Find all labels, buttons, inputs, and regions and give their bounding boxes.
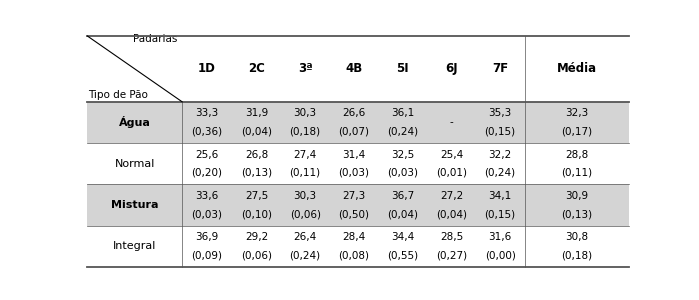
Text: 30,9: 30,9 <box>565 191 589 201</box>
Text: 32,5: 32,5 <box>391 150 415 160</box>
Text: Integral: Integral <box>113 242 157 251</box>
Text: 32,3: 32,3 <box>565 108 589 118</box>
Text: 6J: 6J <box>445 62 458 75</box>
Text: (0,50): (0,50) <box>338 209 369 219</box>
Text: Normal: Normal <box>115 159 155 169</box>
Text: (0,03): (0,03) <box>387 168 418 178</box>
Text: 30,8: 30,8 <box>565 232 589 242</box>
Text: 7F: 7F <box>492 62 508 75</box>
Text: 26,8: 26,8 <box>245 150 268 160</box>
Text: (0,07): (0,07) <box>338 127 369 136</box>
Text: 34,1: 34,1 <box>489 191 512 201</box>
Text: (0,18): (0,18) <box>561 250 592 260</box>
Text: Mistura: Mistura <box>111 200 159 210</box>
Text: 27,4: 27,4 <box>294 150 317 160</box>
Text: (0,11): (0,11) <box>561 168 592 178</box>
Text: (0,13): (0,13) <box>241 168 272 178</box>
Text: Padarias: Padarias <box>134 34 178 44</box>
Text: (0,10): (0,10) <box>241 209 272 219</box>
Text: 35,3: 35,3 <box>489 108 512 118</box>
Text: 25,4: 25,4 <box>440 150 463 160</box>
Text: (0,27): (0,27) <box>436 250 467 260</box>
Text: 33,3: 33,3 <box>196 108 219 118</box>
Text: 28,8: 28,8 <box>565 150 589 160</box>
Text: (0,03): (0,03) <box>338 168 369 178</box>
Text: Tipo de Pão: Tipo de Pão <box>89 89 148 100</box>
Text: (0,04): (0,04) <box>436 209 467 219</box>
Text: 31,6: 31,6 <box>489 232 512 242</box>
Text: -: - <box>449 118 453 128</box>
Text: 27,3: 27,3 <box>343 191 366 201</box>
Text: 30,3: 30,3 <box>294 191 317 201</box>
Text: (0,06): (0,06) <box>289 209 321 219</box>
Text: 5I: 5I <box>396 62 409 75</box>
Text: 36,7: 36,7 <box>391 191 415 201</box>
Text: (0,20): (0,20) <box>192 168 222 178</box>
Text: 3ª: 3ª <box>298 62 312 75</box>
Text: 28,5: 28,5 <box>440 232 463 242</box>
Text: (0,13): (0,13) <box>561 209 592 219</box>
Text: (0,06): (0,06) <box>241 250 272 260</box>
Text: 1D: 1D <box>198 62 216 75</box>
Text: 27,5: 27,5 <box>245 191 268 201</box>
Text: (0,55): (0,55) <box>387 250 418 260</box>
Text: 25,6: 25,6 <box>196 150 219 160</box>
Text: (0,24): (0,24) <box>387 127 418 136</box>
Text: (0,04): (0,04) <box>241 127 272 136</box>
Text: 4B: 4B <box>345 62 363 75</box>
Text: Água: Água <box>119 116 151 128</box>
Text: (0,24): (0,24) <box>484 168 516 178</box>
Text: 31,9: 31,9 <box>245 108 268 118</box>
Text: (0,08): (0,08) <box>338 250 369 260</box>
Text: 26,6: 26,6 <box>343 108 366 118</box>
Text: Média: Média <box>557 62 597 75</box>
Text: 30,3: 30,3 <box>294 108 317 118</box>
Text: (0,01): (0,01) <box>436 168 467 178</box>
Text: 2C: 2C <box>248 62 265 75</box>
Text: 33,6: 33,6 <box>196 191 219 201</box>
Text: 26,4: 26,4 <box>294 232 317 242</box>
Text: 34,4: 34,4 <box>391 232 415 242</box>
Text: (0,36): (0,36) <box>192 127 223 136</box>
Text: (0,09): (0,09) <box>192 250 222 260</box>
Text: 29,2: 29,2 <box>245 232 268 242</box>
Text: (0,15): (0,15) <box>484 209 516 219</box>
Text: 32,2: 32,2 <box>489 150 512 160</box>
Text: (0,04): (0,04) <box>387 209 418 219</box>
Text: (0,17): (0,17) <box>561 127 592 136</box>
Text: (0,03): (0,03) <box>192 209 222 219</box>
Text: (0,11): (0,11) <box>289 168 321 178</box>
Text: 27,2: 27,2 <box>440 191 463 201</box>
Text: 31,4: 31,4 <box>343 150 366 160</box>
Text: (0,24): (0,24) <box>289 250 321 260</box>
Text: 36,9: 36,9 <box>196 232 219 242</box>
Text: 36,1: 36,1 <box>391 108 415 118</box>
Text: (0,18): (0,18) <box>289 127 321 136</box>
Text: (0,15): (0,15) <box>484 127 516 136</box>
Text: 28,4: 28,4 <box>343 232 366 242</box>
Text: (0,00): (0,00) <box>484 250 516 260</box>
